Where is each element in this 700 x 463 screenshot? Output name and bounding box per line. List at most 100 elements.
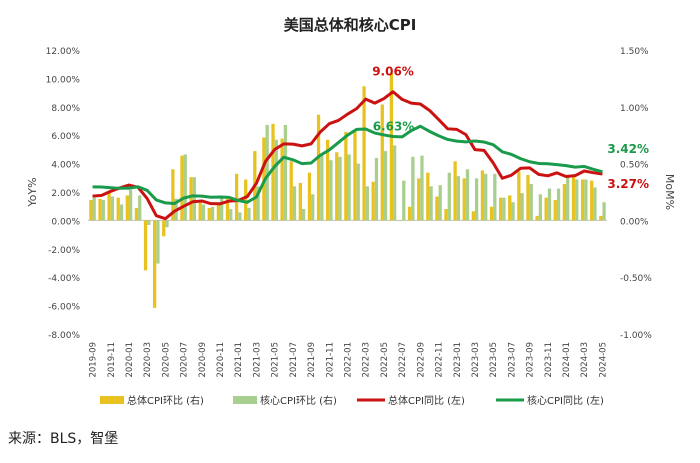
x-tick-label: 2023-05 xyxy=(489,342,499,378)
core-mom-bar xyxy=(347,154,351,221)
x-tick-label: 2023-09 xyxy=(526,342,536,378)
headline-mom-bar xyxy=(471,211,475,221)
chart-title: 美国总体和核心CPI xyxy=(284,16,417,34)
core-mom-bar xyxy=(429,186,433,221)
core-mom-bar xyxy=(138,195,142,221)
core-mom-bar xyxy=(575,179,579,221)
headline-mom-bar xyxy=(526,174,530,221)
headline-mom-bar xyxy=(580,179,585,221)
headline-mom-bar xyxy=(298,182,302,221)
x-tick-label: 2023-03 xyxy=(471,342,481,378)
core-mom-bar xyxy=(220,197,224,221)
headline-mom-bar xyxy=(480,170,485,221)
core-mom-bar xyxy=(602,202,606,221)
x-tick-label: 2020-01 xyxy=(125,342,135,378)
core-mom-bar xyxy=(402,180,406,221)
core-mom-bar xyxy=(547,188,552,221)
y-left-tick-label: 4.00% xyxy=(51,161,80,171)
core-mom-bar xyxy=(420,155,424,221)
y-right-tick-label: 1.00% xyxy=(620,104,649,114)
x-tick-label: 2023-07 xyxy=(507,342,517,378)
headline-mom-bar xyxy=(444,209,448,221)
headline-mom-bar xyxy=(462,178,466,221)
core-mom-bar xyxy=(128,189,133,221)
headline-mom-bar xyxy=(407,206,412,221)
core-mom-bar xyxy=(183,154,187,221)
y-left-tick-label: -8.00% xyxy=(48,331,80,341)
headline-mom-bar xyxy=(353,130,357,221)
core-mom-bar xyxy=(447,172,451,221)
x-tick-label: 2020-03 xyxy=(143,342,153,378)
headline-mom-bar xyxy=(553,199,557,221)
core-yoy-line xyxy=(92,124,603,205)
headline-mom-bar xyxy=(171,169,175,221)
headline-mom-bar xyxy=(489,206,494,221)
headline-mom-bar xyxy=(225,198,230,221)
core-mom-bar xyxy=(383,151,388,221)
x-tick-label: 2021-01 xyxy=(234,342,244,378)
y-left-tick-label: 6.00% xyxy=(51,132,80,142)
core-mom-bar xyxy=(229,209,233,221)
legend-label: 核心CPI同比 (左) xyxy=(527,394,604,407)
y-left-tick-label: 12.00% xyxy=(46,47,81,57)
headline-mom-bar xyxy=(216,203,221,221)
headline-mom-bar xyxy=(162,220,166,237)
core-mom-bar xyxy=(465,169,470,221)
core-mom-bar xyxy=(192,177,196,221)
legend-label: 总体CPI环比 (右) xyxy=(127,394,204,407)
core-mom-bar xyxy=(265,124,269,221)
core-mom-bar xyxy=(529,184,533,221)
core-mom-bar xyxy=(256,186,260,221)
core-mom-bar xyxy=(156,220,160,264)
headline-mom-bar xyxy=(271,123,275,221)
headline-mom-bar xyxy=(125,195,129,221)
core-mom-bar xyxy=(238,212,242,221)
headline-mom-bar xyxy=(544,197,548,221)
headline-yoy-line xyxy=(92,90,603,221)
headline-mom-bar xyxy=(326,139,330,221)
core-mom-bar xyxy=(484,173,488,221)
core-mom-bar xyxy=(247,207,251,221)
core-mom-bar xyxy=(320,154,324,221)
headline-mom-bar xyxy=(362,86,366,221)
x-tick-label: 2023-11 xyxy=(544,342,554,378)
x-tick-label: 2019-09 xyxy=(89,342,99,378)
core-mom-bar xyxy=(338,156,342,221)
x-tick-label: 2019-11 xyxy=(107,342,117,378)
core-mom-bar xyxy=(493,173,497,221)
headline-mom-bar xyxy=(599,215,603,221)
headline-mom-bar xyxy=(289,161,293,221)
core-mom-bar xyxy=(329,160,333,221)
y-left-tick-label: -4.00% xyxy=(48,274,80,284)
y-left-tick-label: 8.00% xyxy=(51,104,80,114)
headline-mom-bar xyxy=(453,161,457,221)
headline-mom-bar xyxy=(153,220,157,308)
x-tick-label: 2020-09 xyxy=(198,342,208,378)
headline-mom-bar xyxy=(189,177,193,221)
core-mom-bar xyxy=(438,185,442,221)
x-tick-label: 2021-09 xyxy=(307,342,317,378)
x-tick-label: 2021-05 xyxy=(271,342,281,378)
value-annotation: 9.06% xyxy=(372,65,414,79)
headline-mom-bar xyxy=(499,197,503,221)
headline-mom-bar xyxy=(280,138,284,221)
core-mom-bar xyxy=(593,187,597,221)
headline-mom-bar xyxy=(435,196,439,221)
value-annotation: 6.63% xyxy=(373,119,415,133)
core-mom-bar xyxy=(311,194,315,221)
headline-mom-bar xyxy=(335,152,339,221)
headline-mom-bar xyxy=(389,72,394,221)
x-tick-label: 2022-03 xyxy=(362,342,372,378)
core-mom-bar xyxy=(511,202,515,221)
headline-mom-bar xyxy=(590,180,594,221)
core-mom-bar xyxy=(520,193,524,221)
core-mom-bar xyxy=(393,145,397,221)
headline-mom-bar xyxy=(98,198,102,221)
core-mom-bar xyxy=(502,197,506,221)
x-tick-label: 2024-05 xyxy=(598,342,608,378)
x-tick-label: 2021-11 xyxy=(325,342,335,378)
y-left-axis-label: YoY% xyxy=(26,177,39,207)
core-mom-bar xyxy=(210,206,215,221)
core-mom-bar xyxy=(474,178,479,221)
